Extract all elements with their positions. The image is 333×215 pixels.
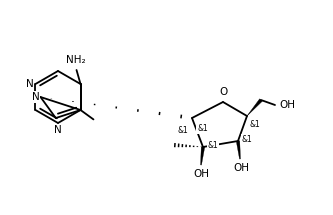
- Text: &1: &1: [208, 140, 219, 149]
- Text: NH₂: NH₂: [66, 55, 85, 65]
- Text: &1: &1: [242, 135, 253, 143]
- Text: N: N: [32, 92, 40, 102]
- Text: &1: &1: [197, 124, 208, 133]
- Text: OH: OH: [233, 163, 249, 173]
- Text: &1: &1: [177, 126, 188, 135]
- Text: &1: &1: [250, 120, 261, 129]
- Polygon shape: [200, 147, 205, 165]
- Text: N: N: [54, 125, 62, 135]
- Text: OH: OH: [279, 100, 295, 110]
- Polygon shape: [236, 141, 240, 159]
- Text: O: O: [219, 87, 227, 97]
- Text: OH: OH: [193, 169, 209, 179]
- Polygon shape: [247, 99, 262, 116]
- Text: N: N: [26, 79, 34, 89]
